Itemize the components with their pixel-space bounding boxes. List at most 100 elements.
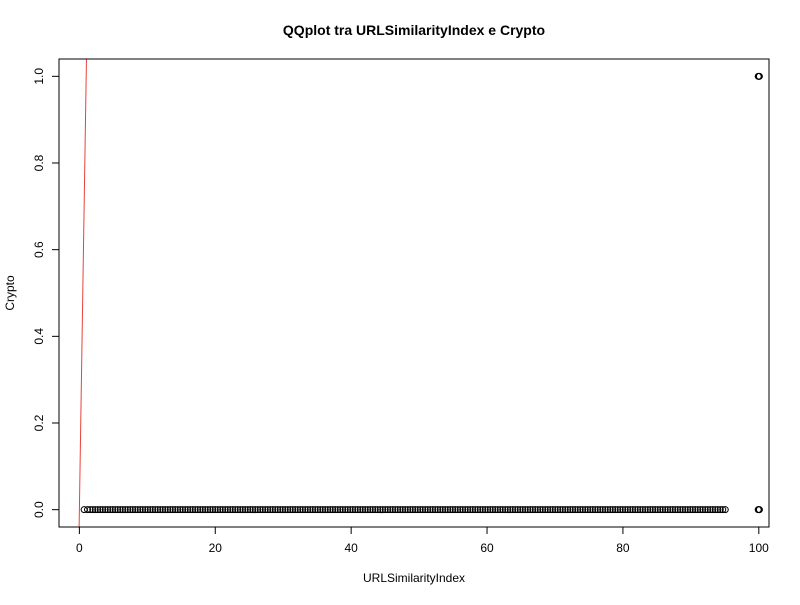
data-point [634,506,642,514]
data-point [594,506,602,514]
data-point [641,506,649,514]
data-point [279,506,287,514]
data-point [656,506,664,514]
y-tick-label: 0.8 [32,154,46,171]
data-point [314,506,322,514]
data-point [101,506,109,514]
data-point [284,506,292,514]
data-point [269,506,277,514]
data-point [469,506,477,514]
data-point [589,506,597,514]
data-point [556,506,564,514]
data-point [494,506,502,514]
data-point [676,506,684,514]
data-point [521,506,529,514]
data-point [709,506,717,514]
data-point [484,506,492,514]
data-point [431,506,439,514]
data-point [449,506,457,514]
data-point [719,506,727,514]
data-point [349,506,357,514]
y-tick-label: 0.0 [32,501,46,518]
data-point [534,506,542,514]
data-point [326,506,334,514]
data-point [571,506,579,514]
data-point [541,506,549,514]
data-point [361,506,369,514]
data-point [124,506,132,514]
data-point [546,506,554,514]
data-point [179,506,187,514]
data-point [584,506,592,514]
data-point [421,506,429,514]
x-tick-label: 60 [480,541,494,555]
y-tick-label: 0.4 [32,328,46,345]
data-point [544,506,552,514]
data-point [519,506,527,514]
data-point [516,506,524,514]
reference-line-group [78,58,87,528]
data-point [651,506,659,514]
data-point [286,506,294,514]
data-point [661,506,669,514]
data-point [561,506,569,514]
data-point [159,506,167,514]
data-point [409,506,417,514]
data-point [659,506,667,514]
data-point [354,506,362,514]
data-point [94,506,102,514]
data-point [559,506,567,514]
data-point [566,506,574,514]
data-point [576,506,584,514]
data-point [631,506,639,514]
data-point [441,506,449,514]
data-point [554,506,562,514]
data-point [111,506,119,514]
data-point [261,506,269,514]
data-point [106,506,114,514]
data-point [411,506,419,514]
data-point [191,506,199,514]
data-point [714,506,722,514]
data-point [86,506,94,514]
data-point [84,506,92,514]
data-point [369,506,377,514]
data-point [681,506,689,514]
data-point [504,506,512,514]
data-point [204,506,212,514]
data-point [671,506,679,514]
data-point [131,506,139,514]
data-point [171,506,179,514]
data-point [716,506,724,514]
data-point [581,506,589,514]
data-point [334,506,342,514]
data-point [679,506,687,514]
data-point [526,506,534,514]
data-point [209,506,217,514]
data-point [694,506,702,514]
plot-frame [58,58,770,528]
data-point [126,506,134,514]
data-point [194,506,202,514]
data-point [189,506,197,514]
data-point [291,506,299,514]
data-point [276,506,284,514]
data-point [166,506,174,514]
data-point [539,506,547,514]
data-point [316,506,324,514]
data-point [381,506,389,514]
data-point [674,506,682,514]
data-point [506,506,514,514]
data-point [366,506,374,514]
data-point [606,506,614,514]
data-point [481,506,489,514]
data-point [436,506,444,514]
data-point [636,506,644,514]
data-point [99,506,107,514]
data-point [121,506,129,514]
data-point [119,506,127,514]
data-point [244,506,252,514]
data-point [696,506,704,514]
